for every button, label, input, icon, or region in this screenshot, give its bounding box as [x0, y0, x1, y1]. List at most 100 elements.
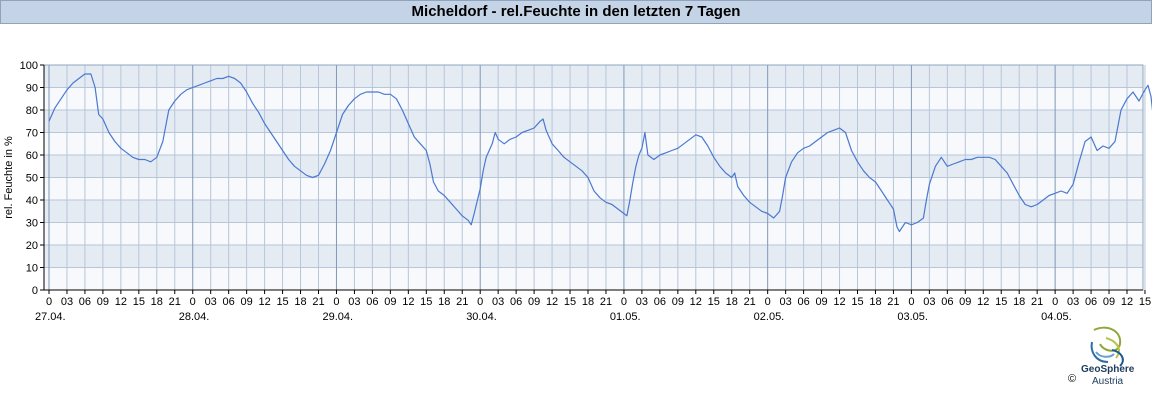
x-tick-label: 09 — [1103, 296, 1115, 308]
copyright-symbol: © — [1068, 373, 1077, 385]
x-tick-label: 0 — [621, 296, 627, 308]
y-tick-label: 90 — [26, 83, 38, 95]
y-axis-label: rel. Feuchte in % — [3, 136, 15, 219]
x-tick-label: 15 — [995, 296, 1007, 308]
x-tick-label: 06 — [1085, 296, 1097, 308]
x-tick-label: 15 — [276, 296, 288, 308]
date-label: 02.05. — [754, 311, 785, 323]
x-tick-label: 12 — [546, 296, 558, 308]
logo-subtitle: Austria — [1092, 376, 1124, 387]
x-tick-label: 15 — [708, 296, 720, 308]
y-tick-label: 80 — [26, 105, 38, 117]
x-tick-label: 12 — [833, 296, 845, 308]
x-tick-label: 03 — [780, 296, 792, 308]
x-tick-label: 12 — [1121, 296, 1133, 308]
series-layer — [48, 73, 1152, 233]
x-tick-label: 21 — [312, 296, 324, 308]
plot-band — [44, 87, 1143, 110]
x-tick-label: 18 — [726, 296, 738, 308]
plot-band — [44, 222, 1143, 245]
chart-title: Micheldorf - rel.Feuchte in den letzten … — [0, 0, 1152, 24]
x-tick-label: 0 — [477, 296, 483, 308]
y-tick-label: 30 — [26, 218, 38, 230]
x-tick-label: 18 — [438, 296, 450, 308]
x-tick-label: 03 — [1067, 296, 1079, 308]
x-tick-label: 09 — [815, 296, 827, 308]
x-tick-label: 09 — [528, 296, 540, 308]
x-tick-label: 06 — [366, 296, 378, 308]
plot-band — [44, 267, 1143, 290]
date-label: 27.04. — [35, 311, 66, 323]
plot-band — [44, 245, 1143, 268]
date-label: 03.05. — [897, 311, 928, 323]
x-tick-label: 18 — [869, 296, 881, 308]
x-tick-label: 0 — [765, 296, 771, 308]
x-tick-label: 09 — [241, 296, 253, 308]
x-tick-label: 18 — [294, 296, 306, 308]
x-tick-label: 15 — [1139, 296, 1151, 308]
y-tick-label: 10 — [26, 263, 38, 275]
y-tick-label: 20 — [26, 240, 38, 252]
x-tick-label: 09 — [672, 296, 684, 308]
x-tick-label: 0 — [333, 296, 339, 308]
geosphere-logo-icon — [1090, 326, 1124, 367]
x-tick-label: 0 — [190, 296, 196, 308]
x-tick-label: 15 — [564, 296, 576, 308]
y-tick-label: 50 — [26, 173, 38, 185]
x-tick-label: 03 — [923, 296, 935, 308]
x-tick-label: 03 — [61, 296, 73, 308]
plot-band — [44, 110, 1143, 133]
x-tick-label: 0 — [1052, 296, 1058, 308]
x-tick-label: 06 — [941, 296, 953, 308]
x-tick-label: 21 — [1031, 296, 1043, 308]
x-tick-label: 21 — [600, 296, 612, 308]
x-tick-label: 12 — [115, 296, 127, 308]
y-tick-label: 0 — [32, 285, 38, 297]
x-tick-label: 18 — [1013, 296, 1025, 308]
x-tick-label: 15 — [133, 296, 145, 308]
plot-band — [44, 132, 1143, 155]
x-tick-label: 12 — [977, 296, 989, 308]
date-label: 01.05. — [610, 311, 641, 323]
x-tick-label: 06 — [79, 296, 91, 308]
x-tick-label: 12 — [402, 296, 414, 308]
series-line — [48, 73, 1152, 233]
x-tick-label: 21 — [456, 296, 468, 308]
x-tick-label: 18 — [151, 296, 163, 308]
x-tick-label: 03 — [636, 296, 648, 308]
logo-name: GeoSphere — [1081, 364, 1135, 375]
x-tick-label: 09 — [97, 296, 109, 308]
x-tick-label: 09 — [384, 296, 396, 308]
y-tick-label: 40 — [26, 195, 38, 207]
x-tick-label: 12 — [690, 296, 702, 308]
x-tick-label: 21 — [744, 296, 756, 308]
x-tick-label: 21 — [169, 296, 181, 308]
x-tick-label: 06 — [223, 296, 235, 308]
y-tick-label: 100 — [20, 60, 38, 72]
y-tick-label: 60 — [26, 150, 38, 162]
x-tick-label: 06 — [510, 296, 522, 308]
x-tick-label: 15 — [851, 296, 863, 308]
date-label: 29.04. — [322, 311, 353, 323]
x-tick-label: 03 — [348, 296, 360, 308]
x-tick-label: 03 — [205, 296, 217, 308]
plot-band — [44, 65, 1143, 88]
date-label: 30.04. — [466, 311, 497, 323]
y-tick-label: 70 — [26, 128, 38, 140]
x-tick-label: 18 — [582, 296, 594, 308]
date-label: 28.04. — [179, 311, 210, 323]
x-tick-label: 09 — [959, 296, 971, 308]
plot-band — [44, 155, 1143, 178]
plot-band — [44, 200, 1143, 223]
x-tick-label: 06 — [654, 296, 666, 308]
x-tick-label: 0 — [46, 296, 52, 308]
x-tick-label: 21 — [887, 296, 899, 308]
x-tick-label: 03 — [492, 296, 504, 308]
x-tick-label: 15 — [420, 296, 432, 308]
x-tick-label: 12 — [258, 296, 270, 308]
x-tick-label: 06 — [797, 296, 809, 308]
date-label: 04.05. — [1041, 311, 1072, 323]
x-tick-label: 0 — [908, 296, 914, 308]
